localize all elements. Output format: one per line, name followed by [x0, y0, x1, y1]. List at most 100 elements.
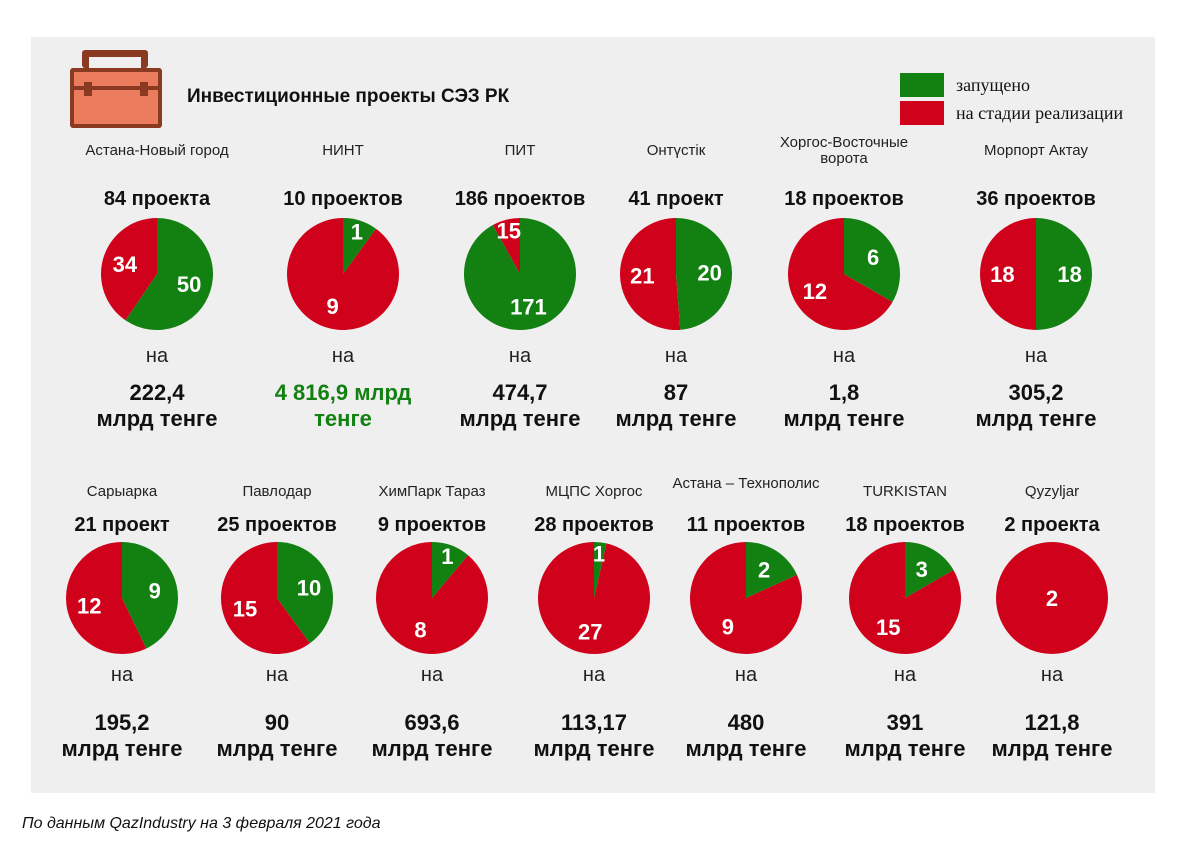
amount-unit: млрд тенге [216, 736, 338, 761]
zone-name: Хоргос-Восточные ворота [779, 134, 909, 167]
zone-name: Астана – Технополис [672, 475, 820, 492]
on-word: на [1040, 664, 1064, 686]
pie-label-launched: 20 [697, 261, 721, 286]
pie-label-launched: 50 [177, 272, 201, 297]
pie-label-launched: 10 [297, 576, 321, 601]
amount-unit: млрд тенге [685, 736, 807, 761]
investment-amount: 222,4 млрд тенге [62, 380, 252, 432]
pie-label-launched: 171 [510, 295, 547, 320]
pie-label-launched: 6 [867, 245, 879, 270]
on-word: на [734, 664, 758, 686]
briefcase-icon [70, 50, 162, 128]
zone-name: Сарыарка [86, 483, 158, 500]
zone-name: Астана-Новый город [85, 142, 229, 159]
investment-amount: 391 млрд тенге [810, 710, 1000, 762]
pie-chart: 3 15 [849, 542, 961, 654]
pie-slice-in-progress [996, 542, 1108, 654]
project-count: 41 проект [628, 188, 724, 210]
project-count: 10 проектов [283, 188, 403, 210]
on-word: на [110, 664, 134, 686]
project-count: 11 проектов [686, 514, 806, 536]
pie-chart: 50 34 [100, 218, 213, 330]
zone-name: Павлодар [242, 483, 312, 500]
zone-name: Qyzyljar [1024, 483, 1080, 500]
amount-value: 121,8 [1024, 710, 1080, 735]
pie-slice-in-progress [492, 218, 520, 274]
project-count: 18 проектов [845, 514, 965, 536]
zone-name: TURKISTAN [863, 483, 947, 500]
investment-amount: 1,8 млрд тенге [749, 380, 939, 432]
pie-slice-launched [676, 218, 733, 330]
project-count: 25 проектов [217, 514, 337, 536]
pie-label-launched: 1 [441, 544, 453, 569]
investment-amount: 87 млрд тенге [581, 380, 771, 432]
investment-amount: 305,2 млрд тенге [941, 380, 1131, 432]
project-count: 21 проект [74, 514, 170, 536]
on-word: на [145, 345, 169, 367]
amount-value: 195,2 [94, 710, 150, 735]
legend-swatch-in-progress [900, 101, 944, 125]
pie-label-in-progress: 12 [77, 593, 101, 618]
amount-unit: млрд тенге [844, 736, 966, 761]
amount-value: 1,8 [828, 380, 860, 405]
legend-label-in-progress: на стадии реализации [956, 102, 1124, 123]
amount-unit: млрд тенге [61, 736, 183, 761]
pie-label-in-progress: 12 [803, 279, 827, 304]
amount-value: 90 [264, 710, 290, 735]
legend-item-in-progress: на стадии реализации [900, 101, 1123, 125]
legend-label-launched: запущено [956, 74, 1030, 95]
pie-chart: 171 15 [464, 218, 576, 330]
pie-chart: 18 [376, 542, 488, 654]
amount-unit: млрд тенге [783, 406, 905, 431]
pie-slice-in-progress [221, 542, 310, 654]
investment-amount: 474,7 млрд тенге [425, 380, 615, 432]
investment-amount: 693,6 млрд тенге [337, 710, 527, 762]
pie-slice-launched [844, 218, 900, 302]
amount-value: 305,2 [1008, 380, 1064, 405]
pie-slice-in-progress [66, 542, 147, 654]
pie-chart: 10 15 [221, 542, 334, 654]
pie-label-in-progress: 9 [722, 614, 734, 639]
investment-amount: 195,2 млрд тенге [27, 710, 217, 762]
amount-unit: млрд тенге [96, 406, 218, 431]
zone-name: НИНТ [322, 142, 364, 159]
amount-value: 222,4 [129, 380, 185, 405]
investment-amount: 4 816,9 млрд тенге [248, 380, 438, 432]
pie-slice-launched [1036, 218, 1092, 330]
legend-item-launched: запущено [900, 73, 1030, 97]
zone-name: ПИТ [504, 142, 536, 159]
amount-value: 474,7 [492, 380, 548, 405]
pie-label-launched: 3 [916, 557, 928, 582]
pie-label-in-progress: 9 [326, 294, 338, 319]
project-count: 28 проектов [534, 514, 654, 536]
pie-label-in-progress: 21 [630, 263, 654, 288]
pie-slice-launched [343, 218, 376, 274]
pie-label-launched: 2 [758, 558, 770, 583]
project-count: 2 проекта [1004, 514, 1100, 536]
project-count: 36 проектов [976, 188, 1096, 210]
pie-label-launched: 9 [149, 579, 161, 604]
on-word: на [420, 664, 444, 686]
pie-label-in-progress: 27 [578, 619, 602, 644]
amount-unit: млрд тенге [371, 736, 493, 761]
pie-chart: 19 [287, 218, 399, 330]
pie-label-in-progress: 15 [876, 615, 900, 640]
pie-slice-launched [464, 218, 576, 330]
pie-chart: 9 12 [66, 542, 178, 654]
project-count: 186 проектов [454, 188, 586, 210]
pie-chart: 1 27 [538, 541, 650, 654]
on-word: на [508, 345, 532, 367]
pie-label-in-progress: 15 [497, 219, 521, 244]
pie-label-in-progress: 2 [1046, 586, 1058, 611]
pie-slice-launched [125, 218, 213, 330]
pie-slice-in-progress [788, 218, 893, 330]
on-word: на [893, 664, 917, 686]
pie-slice-launched [746, 542, 797, 598]
pie-slice-in-progress [980, 218, 1036, 330]
zone-name: Онтүстік [646, 142, 706, 159]
on-word: на [582, 664, 606, 686]
amount-unit: млрд тенге [533, 736, 655, 761]
pie-label-in-progress: 15 [233, 596, 257, 621]
project-count: 84 проекта [103, 188, 211, 210]
pie-label-in-progress: 18 [990, 262, 1014, 287]
